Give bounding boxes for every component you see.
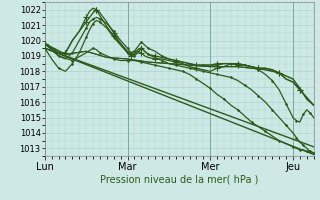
X-axis label: Pression niveau de la mer( hPa ): Pression niveau de la mer( hPa ) bbox=[100, 174, 258, 184]
